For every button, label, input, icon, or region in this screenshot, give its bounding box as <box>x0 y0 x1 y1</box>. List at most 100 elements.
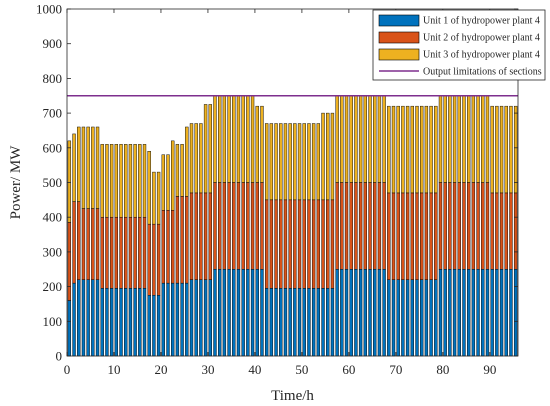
bar-segment-series-1 <box>499 269 504 357</box>
bar-segment-series-3 <box>180 144 184 197</box>
bar-segment-series-3 <box>448 95 452 183</box>
bar-segment-series-1 <box>269 288 274 357</box>
bar-segment-series-1 <box>264 288 269 357</box>
bar-segment-series-2 <box>77 201 81 280</box>
bar-segment-series-2 <box>340 182 344 270</box>
bar-segment-series-1 <box>504 269 508 357</box>
bar-segment-series-2 <box>128 216 133 289</box>
x-tick-label: 90 <box>483 362 496 377</box>
bar-segment-series-1 <box>330 288 335 357</box>
bar-segment-series-3 <box>429 105 433 194</box>
bar-segment-series-3 <box>91 126 95 209</box>
legend: Unit 1 of hydropower plant 4 Unit 2 of h… <box>372 9 546 81</box>
bar-segment-series-3 <box>401 105 405 194</box>
bar-segment-series-1 <box>471 269 476 357</box>
bar-segment-series-1 <box>429 279 433 357</box>
bar-segment-series-1 <box>138 288 142 357</box>
bar-segment-series-2 <box>415 192 419 280</box>
bar-segment-series-2 <box>250 182 255 270</box>
bar-segment-series-3 <box>114 144 119 218</box>
bar-segment-series-3 <box>307 123 311 201</box>
bar-segment-series-1 <box>382 269 386 357</box>
bar-segment-series-1 <box>161 282 165 357</box>
bar-segment-series-3 <box>396 105 400 194</box>
bar-segment-series-2 <box>358 182 363 270</box>
bar-segment-series-2 <box>485 182 490 270</box>
y-tick-label: 100 <box>43 314 63 329</box>
bar-segment-series-3 <box>293 123 297 201</box>
y-tick-label: 200 <box>43 279 63 294</box>
bar-segment-series-1 <box>171 282 175 357</box>
bar-segment-series-3 <box>227 95 231 183</box>
bar-segment-series-1 <box>462 269 466 357</box>
bar-segment-series-3 <box>95 126 100 209</box>
bar-segment-series-2 <box>396 192 400 280</box>
x-tick-label: 60 <box>342 362 355 377</box>
bar-segment-series-1 <box>119 288 123 357</box>
bar-segment-series-3 <box>156 171 161 225</box>
bar-segment-series-3 <box>340 95 344 183</box>
bar-segment-series-2 <box>86 208 90 280</box>
bar-segment-series-2 <box>490 192 494 270</box>
bar-segment-series-1 <box>152 295 156 357</box>
bar-segment-series-3 <box>302 123 306 201</box>
legend-swatch-unit-2 <box>378 31 420 44</box>
bar-segment-series-1 <box>307 288 311 357</box>
bar-segment-series-2 <box>429 192 433 280</box>
bar-segment-series-3 <box>490 105 494 194</box>
bar-segment-series-2 <box>133 216 137 289</box>
bar-segment-series-1 <box>128 288 133 357</box>
bar-segment-series-3 <box>485 95 490 183</box>
bar-segment-series-1 <box>180 282 184 357</box>
bar-segment-series-1 <box>485 269 490 357</box>
bar-segment-series-3 <box>326 112 330 201</box>
bar-segment-series-1 <box>490 269 494 357</box>
bar-segment-series-2 <box>109 216 114 289</box>
bar-segment-series-2 <box>405 192 410 280</box>
bar-segment-series-1 <box>452 269 457 357</box>
bar-segment-series-2 <box>307 199 311 289</box>
bar-segment-series-2 <box>434 192 438 280</box>
bar-segment-series-1 <box>387 279 391 357</box>
legend-label-unit-1: Unit 1 of hydropower plant 4 <box>423 16 540 27</box>
legend-swatch-unit-1 <box>378 14 420 27</box>
bar-segment-series-2 <box>194 192 198 280</box>
bar-segment-series-1 <box>405 279 410 357</box>
bar-segment-series-3 <box>297 123 302 201</box>
bar-segment-series-2 <box>81 208 86 280</box>
bar-segment-series-3 <box>166 154 170 211</box>
bar-segment-series-2 <box>293 199 297 289</box>
bar-segment-series-2 <box>495 192 499 270</box>
bar-segment-series-2 <box>147 223 151 296</box>
bar-segment-series-3 <box>124 144 128 218</box>
y-tick-label: 0 <box>56 349 63 364</box>
x-tick-label: 30 <box>201 362 214 377</box>
bar-segment-series-3 <box>311 123 316 201</box>
bar-segment-series-3 <box>232 95 236 183</box>
bar-segment-series-3 <box>152 171 156 225</box>
bar-segment-series-3 <box>147 151 151 225</box>
y-tick-label: 1000 <box>36 2 62 17</box>
bar-segment-series-1 <box>396 279 400 357</box>
bar-segment-series-2 <box>222 182 227 270</box>
bar-segment-series-1 <box>344 269 349 357</box>
bar-segment-series-3 <box>513 105 518 194</box>
bar-segment-series-3 <box>119 144 123 218</box>
legend-label-output-limit: Output limitations of sections <box>423 67 542 78</box>
y-tick-label: 400 <box>43 210 63 225</box>
bar-segment-series-3 <box>420 105 424 194</box>
bar-segment-series-1 <box>72 282 76 357</box>
bar-segment-series-2 <box>438 182 443 270</box>
bar-segment-series-2 <box>161 210 165 284</box>
bar-segment-series-2 <box>387 192 391 280</box>
bar-segment-series-1 <box>236 269 241 357</box>
bar-segment-series-3 <box>222 95 227 183</box>
bar-segment-series-3 <box>67 140 72 223</box>
legend-label-unit-2: Unit 2 of hydropower plant 4 <box>423 33 540 44</box>
bar-segment-series-2 <box>481 182 485 270</box>
bar-segment-series-1 <box>438 269 443 357</box>
bar-segment-series-2 <box>189 192 194 280</box>
bar-segment-series-3 <box>434 105 438 194</box>
y-tick-label: 300 <box>43 244 63 259</box>
bar-segment-series-3 <box>199 123 203 194</box>
